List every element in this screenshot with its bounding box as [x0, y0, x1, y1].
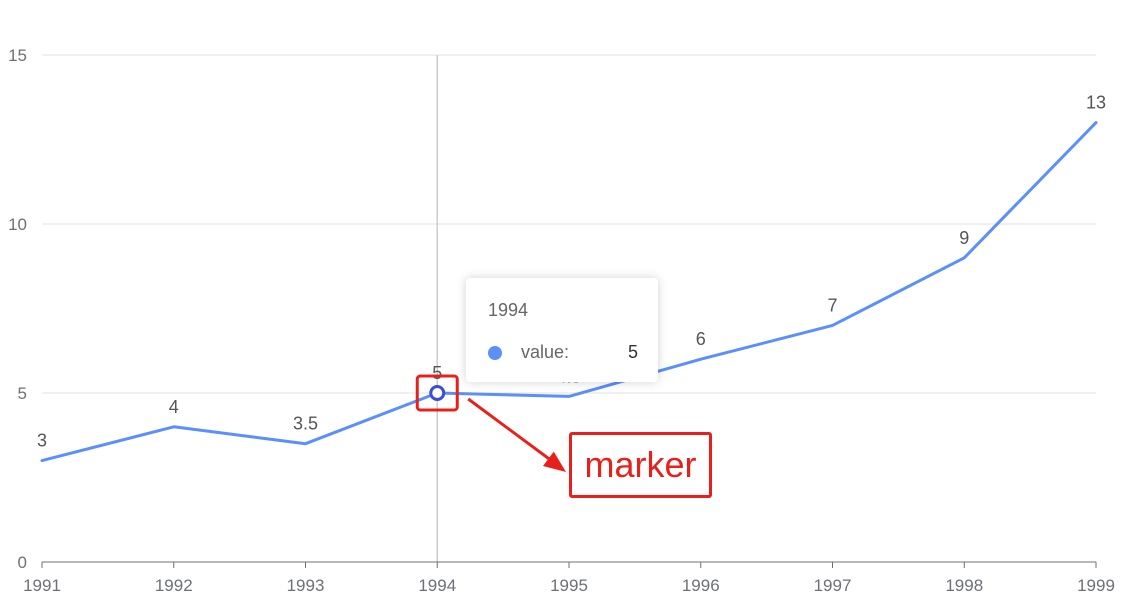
series-line-value: [40, 121, 1098, 463]
annotation-arrow-line: [467, 397, 557, 466]
tooltip-series-name: value:: [521, 342, 570, 362]
annotation-arrowhead-icon: [543, 451, 566, 472]
x-tick-label-1991: 1991: [23, 576, 61, 595]
marker-highlight-box: [415, 374, 459, 412]
data-label-1997: 7: [827, 295, 837, 315]
tooltip: 1994 value: 5: [466, 278, 658, 382]
highlight-markers: [415, 374, 459, 412]
data-label-1998: 9: [959, 228, 969, 248]
grid-lines: [42, 54, 1096, 394]
data-label-1999: 13: [1086, 93, 1106, 113]
y-tick-label-0: 0: [18, 553, 27, 572]
x-axis: 1991 1992 1993 1994 1995 1996 1997 1998 1999: [23, 561, 1115, 595]
data-label-1996: 6: [696, 329, 706, 349]
x-tick-label-1997: 1997: [814, 576, 852, 595]
x-tick-label-1992: 1992: [155, 576, 193, 595]
data-label-1994: 5: [432, 363, 442, 383]
data-label-1993: 3.5: [293, 414, 318, 434]
tooltip-value: 5: [627, 342, 638, 362]
series-value: [40, 121, 1098, 463]
y-tick-label-15: 15: [8, 46, 27, 65]
data-label-1992: 4: [169, 397, 179, 417]
annotation-arrow-layer: [467, 397, 566, 472]
tooltip-row: value: 5: [488, 342, 638, 364]
x-tick-label-1996: 1996: [682, 576, 720, 595]
y-tick-label-10: 10: [8, 215, 27, 234]
x-tick-label-1994: 1994: [418, 576, 456, 595]
y-axis: 0 5 10 15: [8, 46, 27, 572]
marker-annotation-label: marker: [569, 432, 712, 498]
x-tick-label-1998: 1998: [945, 576, 983, 595]
x-tick-label-1993: 1993: [287, 576, 325, 595]
y-tick-label-5: 5: [18, 384, 27, 403]
x-tick-label-1995: 1995: [550, 576, 588, 595]
highlighted-data-point: [429, 385, 446, 401]
data-label-1991: 3: [37, 431, 47, 451]
tooltip-title: 1994: [488, 300, 529, 320]
tooltip-series-dot-icon: [488, 346, 502, 360]
x-tick-label-1999: 1999: [1077, 576, 1115, 595]
